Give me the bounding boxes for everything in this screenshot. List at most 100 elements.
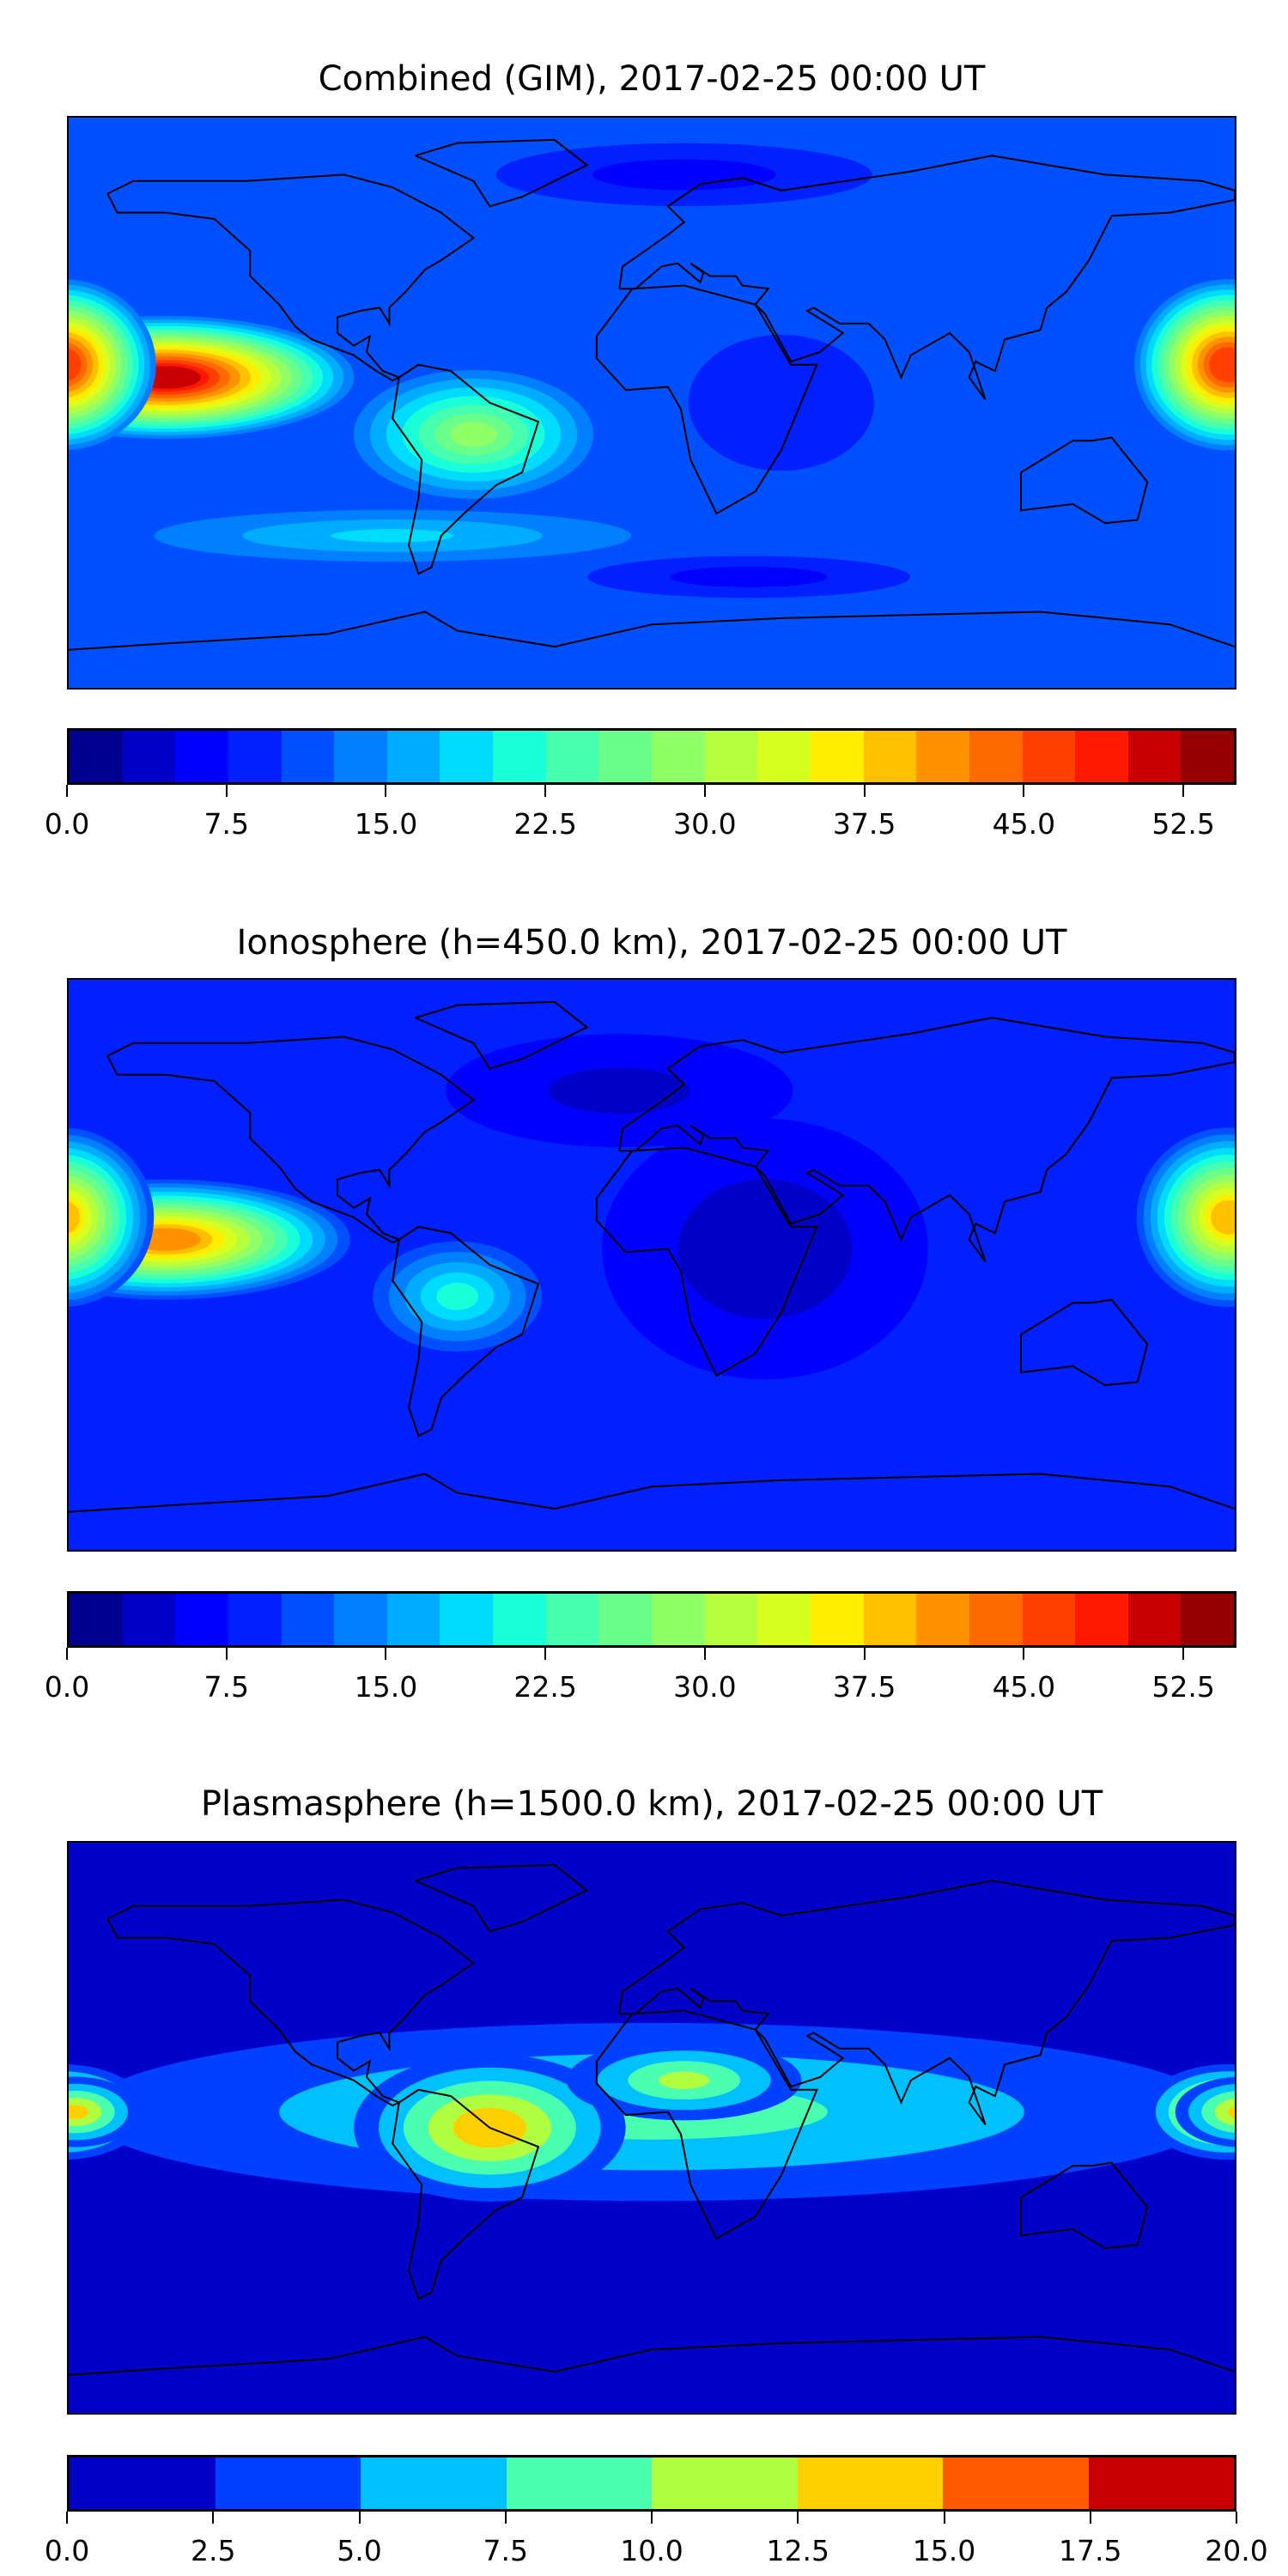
colorbar-level-1 [122, 1594, 176, 1645]
colorbar-tick-label: 0.0 [44, 807, 90, 841]
colorbar-level-12 [704, 1594, 758, 1645]
map-plot [69, 980, 1235, 1550]
colorbar-tick [863, 1648, 866, 1660]
colorbar-tick [504, 2512, 507, 2524]
contour-feature [602, 1118, 928, 1380]
colorbar-tick-label: 5.0 [337, 2534, 382, 2567]
coastline-australia [1021, 1300, 1147, 1386]
coastline-antarctica [69, 2336, 1235, 2374]
colorbar-level-6 [386, 1594, 440, 1645]
colorbar-level-18 [1022, 1594, 1076, 1645]
contour-feature [567, 2039, 802, 2121]
colorbar-level-15 [863, 1594, 917, 1645]
colorbar-level-11 [652, 731, 705, 782]
colorbar-level-7 [440, 1594, 494, 1645]
colorbar-level-14 [810, 731, 864, 782]
colorbar-tick-label: 7.5 [483, 2534, 528, 2567]
colorbar-tick [703, 1648, 706, 1660]
coastline-north-america [107, 1036, 473, 1242]
colorbar-level-0 [70, 1594, 123, 1645]
colorbar-tick-label: 7.5 [204, 807, 249, 841]
colorbar-level-5 [334, 731, 387, 782]
colorbar-tick-label: 0.0 [44, 2534, 90, 2567]
colorbar-tick [1236, 2512, 1237, 2524]
colorbar-level-19 [1075, 1594, 1128, 1645]
coastline-eurasia [619, 1018, 1235, 1261]
coastline-eurasia [619, 1880, 1235, 2124]
colorbar-tick [358, 2512, 361, 2524]
colorbar-level-4 [281, 1594, 335, 1645]
colorbar-tick-label: 20.0 [1205, 2534, 1268, 2567]
colorbar-level-7 [440, 731, 494, 782]
contour-level [688, 334, 875, 471]
panel-3-colorbar-ticks: 0.0 2.5 5.0 7.5 10.0 12.5 15.0 17.5 20.0 [45, 2512, 1268, 2572]
map-plot [69, 1843, 1235, 2413]
coastline-greenland [416, 1002, 587, 1068]
colorbar-tick [703, 785, 706, 797]
colorbar-tick [225, 785, 228, 797]
colorbar-level-0 [70, 731, 123, 782]
colorbar-level-8 [493, 1594, 546, 1645]
contour-level [436, 1282, 479, 1310]
colorbar-level-13 [757, 1594, 811, 1645]
colorbar-level-16 [916, 1594, 969, 1645]
colorbar-tick-label: 22.5 [513, 807, 577, 841]
colorbar-level-17 [969, 731, 1023, 782]
colorbar-level-1 [122, 731, 176, 782]
colorbar-tick [797, 2512, 799, 2524]
panel-1-colorbar-ticks: 0.0 7.5 15.0 22.5 30.0 37.5 45.0 52.5 [45, 785, 1236, 845]
coastline-australia [1021, 438, 1147, 524]
contour-feature [69, 1127, 1235, 1308]
contour-level [658, 2071, 710, 2089]
colorbar-tick [212, 2512, 215, 2524]
colorbar-tick [1089, 2512, 1091, 2524]
colorbar-level-2 [175, 731, 228, 782]
coastline-greenland [416, 140, 587, 206]
panel-2-colorbar-ticks: 0.0 7.5 15.0 22.5 30.0 37.5 45.0 52.5 [45, 1648, 1236, 1708]
colorbar-tick-label: 45.0 [992, 807, 1056, 841]
panel-2-colorbar [67, 1591, 1236, 1648]
colorbar-level-4 [281, 731, 335, 782]
coastline-south-america [392, 2090, 538, 2299]
colorbar-level-3 [228, 1594, 282, 1645]
colorbar-level-9 [545, 1594, 599, 1645]
coastline-africa [597, 1148, 817, 1376]
contour-level [670, 566, 828, 587]
panel-3-colorbar [67, 2455, 1236, 2512]
colorbar-tick-label: 10.0 [620, 2534, 683, 2567]
colorbar-tick [385, 1648, 387, 1660]
contour-level [1214, 2098, 1235, 2126]
colorbar-level-21 [1181, 731, 1235, 782]
contour-level [1228, 2105, 1235, 2118]
colorbar-level-12 [704, 731, 758, 782]
colorbar-level-2 [175, 1594, 228, 1645]
colorbar-level-17 [969, 1594, 1023, 1645]
colorbar-tick-label: 30.0 [673, 807, 737, 841]
colorbar-tick-label: 52.5 [1151, 807, 1215, 841]
colorbar-tick [1023, 785, 1025, 797]
colorbar-level-4 [652, 2458, 798, 2509]
colorbar-level-0 [70, 2458, 216, 2509]
colorbar-tick-label: 22.5 [513, 1670, 577, 1704]
panel-2-map [67, 978, 1236, 1552]
colorbar-tick [66, 2512, 68, 2524]
contour-level [69, 2105, 89, 2119]
coastline-africa [597, 286, 817, 514]
colorbar-tick [943, 2512, 945, 2524]
colorbar-tick-label: 52.5 [1151, 1670, 1215, 1704]
colorbar-tick [225, 1648, 228, 1660]
colorbar-level-10 [598, 731, 653, 782]
colorbar-level-5 [797, 2458, 943, 2509]
colorbar-level-1 [215, 2458, 361, 2509]
colorbar-tick [385, 785, 387, 797]
contour-feature [69, 2076, 1235, 2148]
colorbar-tick [651, 2512, 653, 2524]
colorbar-level-7 [1088, 2458, 1234, 2509]
map-plot [69, 118, 1235, 688]
colorbar-tick [66, 1648, 68, 1660]
colorbar-level-14 [810, 1594, 864, 1645]
colorbar-level-20 [1127, 731, 1182, 782]
colorbar-tick-label: 7.5 [204, 1670, 249, 1704]
colorbar-tick [1182, 785, 1185, 797]
coastline-africa [597, 2011, 817, 2239]
